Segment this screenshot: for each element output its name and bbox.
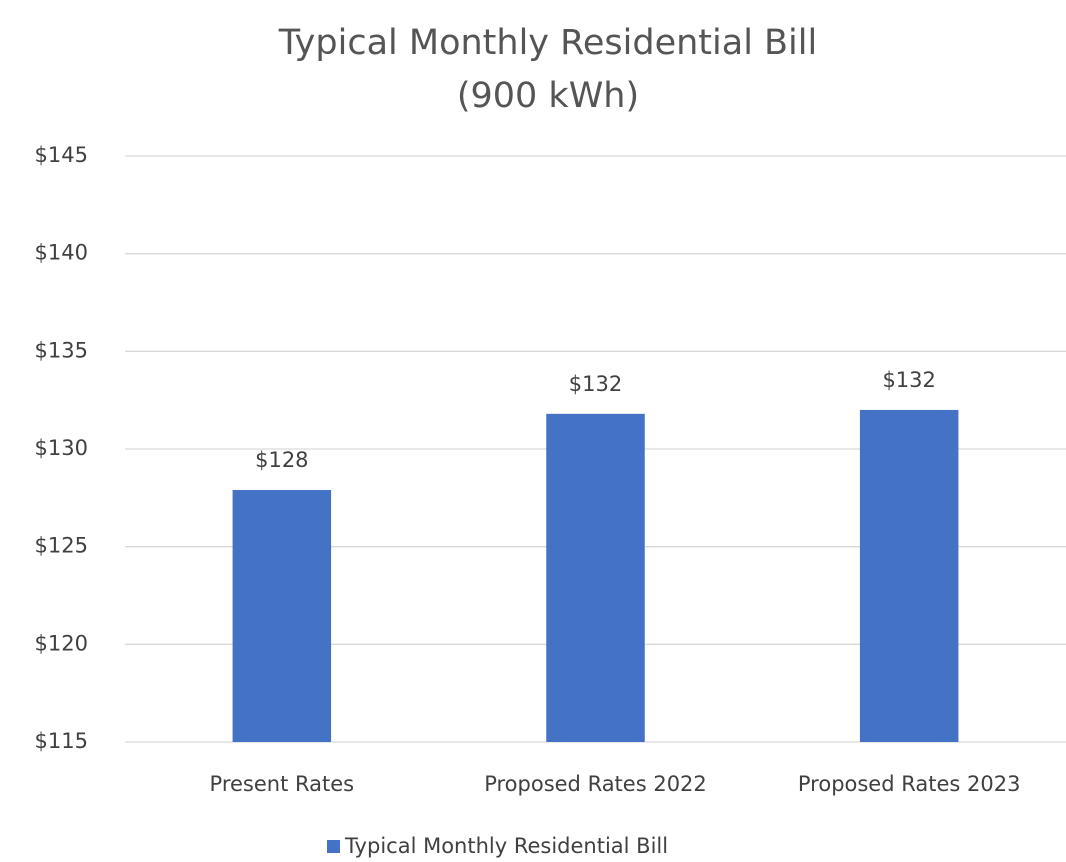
bar (546, 413, 645, 742)
y-tick-label: $135 (35, 338, 88, 362)
x-tick-label: Proposed Rates 2023 (798, 772, 1021, 796)
bar (232, 490, 332, 742)
value-label: $128 (255, 448, 308, 472)
y-tick-label: $120 (35, 631, 88, 655)
x-tick-label: Present Rates (210, 772, 355, 796)
y-tick-label: $145 (35, 143, 88, 167)
bar (859, 409, 959, 742)
y-tick-label: $130 (35, 436, 88, 460)
legend-swatch (327, 840, 340, 853)
y-tick-label: $115 (35, 729, 88, 753)
x-tick-label: Proposed Rates 2022 (484, 772, 707, 796)
y-tick-label: $140 (35, 241, 88, 265)
chart-title: (900 kWh) (457, 76, 639, 116)
y-tick-label: $125 (35, 534, 88, 558)
chart-title: Typical Monthly Residential Bill (278, 23, 817, 63)
legend-label: Typical Monthly Residential Bill (344, 834, 668, 858)
value-label: $132 (569, 372, 622, 396)
value-label: $132 (882, 368, 935, 392)
